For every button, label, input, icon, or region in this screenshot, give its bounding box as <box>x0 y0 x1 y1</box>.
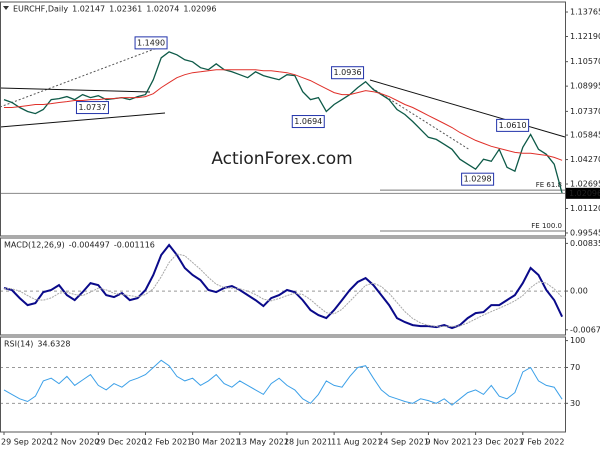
watermark: ActionForex.com <box>211 149 352 169</box>
trend-line <box>0 87 151 93</box>
series-line <box>3 243 564 330</box>
series-line <box>4 253 563 327</box>
y-tick-label: 1.04270 <box>570 155 600 164</box>
price-annotation-box <box>291 115 325 129</box>
x-tick-label: 29 Dec 2020 <box>95 438 146 447</box>
y-tick-label: 0.00 <box>570 287 588 296</box>
panel-frame <box>0 237 566 336</box>
header-text: 1.02361 <box>109 5 142 14</box>
trend-line <box>371 87 471 151</box>
y-tick-label: 1.12190 <box>570 32 600 41</box>
menu-icon <box>3 6 9 10</box>
price-annotation: 1.0610 <box>499 121 527 130</box>
price-annotation-box <box>75 101 109 115</box>
x-tick-label: 12 Nov 2020 <box>48 438 99 447</box>
price-annotation-box <box>134 36 168 50</box>
y-tick-label: 1.02695 <box>570 180 600 189</box>
x-tick-label: 12 Feb 2021 <box>142 438 192 447</box>
y-tick-label: 70 <box>570 363 580 372</box>
header-text: -0.004497 <box>69 241 110 250</box>
x-tick-label: 9 Nov 2021 <box>425 438 471 447</box>
last-price-box <box>566 187 600 199</box>
y-tick-label: 100 <box>570 336 585 345</box>
y-tick-label: 0.008353 <box>570 239 600 248</box>
y-tick-label: 1.13765 <box>570 8 600 17</box>
x-tick-label: 24 Sep 2021 <box>378 438 429 447</box>
x-tick-label: 30 Mar 2021 <box>190 438 241 447</box>
header-text: 1.02147 <box>72 5 105 14</box>
price-annotation: 1.0936 <box>334 68 362 77</box>
panel-frame <box>0 336 566 433</box>
x-tick-label: 13 May 2021 <box>237 438 289 447</box>
header-text: EURCHF,Daily <box>13 5 68 14</box>
y-tick-label: 30 <box>570 399 580 408</box>
trend-line <box>0 44 166 108</box>
series-line <box>3 51 563 194</box>
series-line <box>4 69 563 161</box>
fe-level-label: FE 100.0 <box>531 222 562 230</box>
header-text: MACD(12,26,9) <box>4 241 65 250</box>
price-annotation-box <box>331 66 365 80</box>
header-text: 34.6328 <box>37 340 70 349</box>
y-tick-label: -0.006788 <box>570 325 600 334</box>
y-tick-label: 0.99545 <box>570 228 600 237</box>
trend-lines <box>0 44 566 151</box>
trend-line <box>0 112 166 128</box>
y-tick-label: 1.05845 <box>570 131 600 140</box>
price-annotation-box <box>461 172 495 186</box>
y-tick-label: 1.10570 <box>570 57 600 66</box>
series-line <box>3 359 563 406</box>
header-text: 1.02074 <box>146 5 179 14</box>
x-tick-label: 29 Sep 2020 <box>1 438 52 447</box>
x-tick-label: 7 Feb 2022 <box>520 438 565 447</box>
price-annotation: 1.0737 <box>78 103 106 112</box>
panel-frame <box>0 1 566 237</box>
x-tick-label: 23 Dec 2021 <box>473 438 524 447</box>
header-text: 1.02096 <box>183 5 216 14</box>
price-annotation: 1.0694 <box>294 117 322 126</box>
x-tick-label: 28 Jun 2021 <box>284 438 332 447</box>
last-price-label: 1.02096 <box>569 189 600 198</box>
price-annotation: 1.1490 <box>137 38 165 47</box>
header-text: RSI(14) <box>4 340 33 349</box>
trend-line <box>369 79 566 138</box>
price-annotation: 1.0298 <box>464 175 492 184</box>
y-tick-label: 1.07370 <box>570 107 600 116</box>
fe-level-label: FE 61.8 <box>536 181 562 189</box>
y-tick-label: 1.08995 <box>570 82 600 91</box>
price-annotation-box <box>496 118 530 132</box>
header-text: -0.001116 <box>114 241 155 250</box>
x-tick-label: 11 Aug 2021 <box>331 438 382 447</box>
y-tick-label: 1.01120 <box>570 204 600 213</box>
